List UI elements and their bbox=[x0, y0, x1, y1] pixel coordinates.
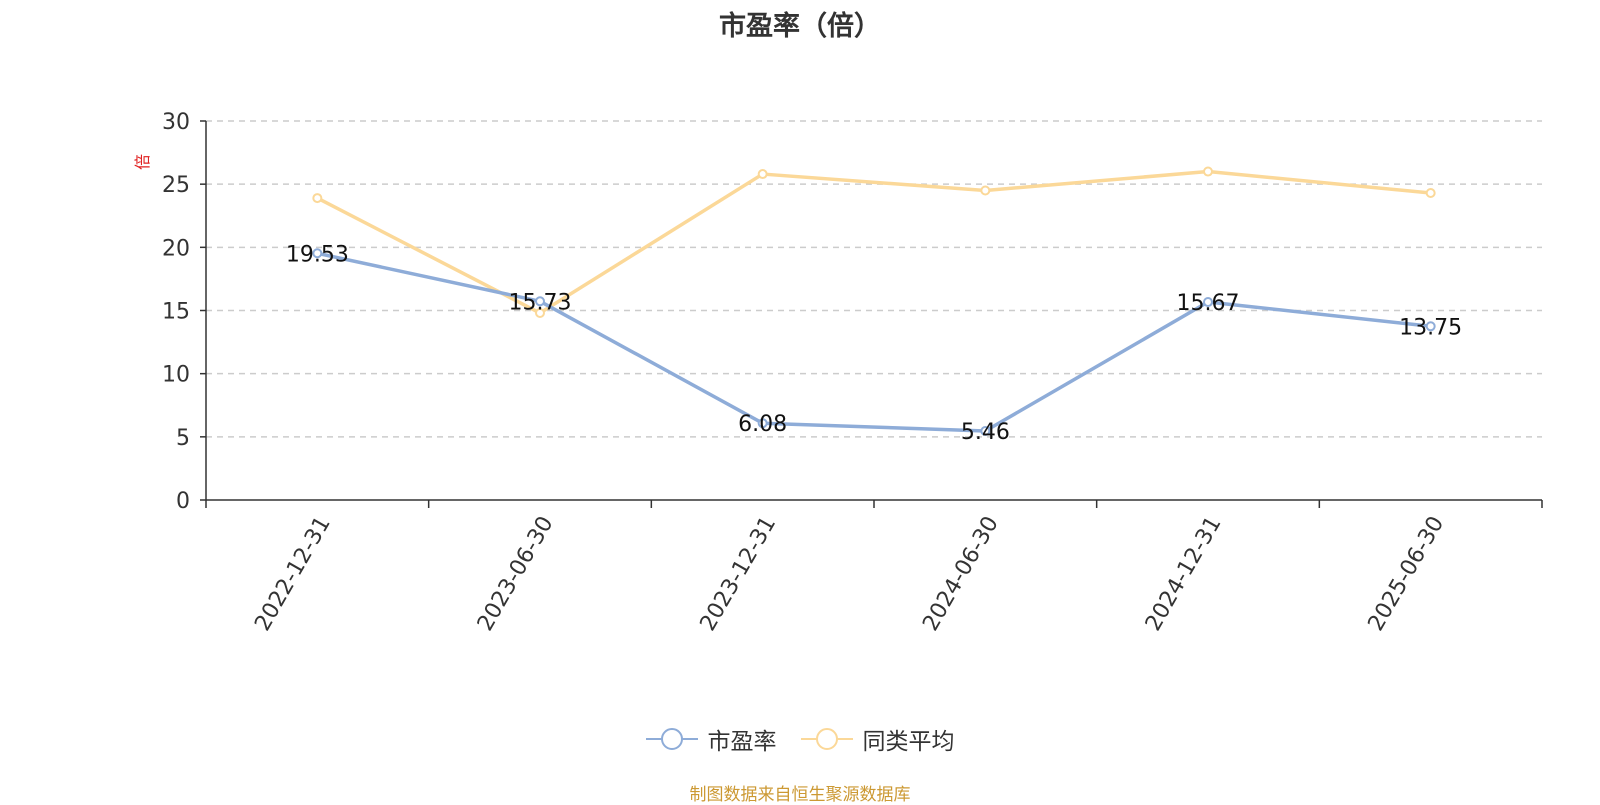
source-note: 制图数据来自恒生聚源数据库 bbox=[689, 785, 911, 805]
data-label: 5.46 bbox=[961, 420, 1010, 445]
legend: 市盈率 同类平均 bbox=[0, 722, 1600, 756]
legend-swatch-peer-average-icon bbox=[800, 728, 853, 750]
data-point-pe bbox=[757, 418, 768, 429]
x-tick-label: 2024-06-30 bbox=[918, 512, 1004, 635]
series-line-pe bbox=[316, 251, 1431, 433]
y-tick-label: 10 bbox=[162, 363, 190, 388]
data-point-pe bbox=[1203, 297, 1213, 308]
y-tick-label: 15 bbox=[162, 300, 190, 325]
data-point-peer-average bbox=[535, 308, 545, 319]
y-tick-label: 0 bbox=[176, 489, 190, 514]
legend-label-peer-average: 同类平均 bbox=[862, 729, 955, 755]
y-axis-unit-label: 倍 bbox=[133, 154, 152, 170]
series-line-peer-average bbox=[316, 169, 1431, 315]
x-tick-label: 2022-12-31 bbox=[250, 512, 336, 635]
y-tick-label: 20 bbox=[162, 236, 190, 261]
data-point-pe bbox=[980, 426, 991, 437]
data-label: 6.08 bbox=[738, 412, 787, 437]
data-label: 13.75 bbox=[1399, 315, 1462, 340]
legend-item-peer-average[interactable]: 同类平均 bbox=[800, 722, 955, 756]
data-point-pe bbox=[1425, 321, 1436, 332]
data-point-peer-average bbox=[1203, 166, 1213, 177]
x-tick-label: 2023-06-30 bbox=[473, 512, 559, 635]
data-label: 19.53 bbox=[286, 242, 349, 267]
data-point-pe bbox=[312, 248, 323, 259]
y-tick-label: 30 bbox=[162, 110, 190, 135]
x-tick-label: 2025-06-30 bbox=[1364, 512, 1450, 635]
gridlines bbox=[206, 120, 1542, 438]
data-labels: 19.53 15.73 6.08 5.46 15.67 13.75 bbox=[286, 242, 1462, 445]
x-tick-label: 2023-12-31 bbox=[696, 512, 782, 635]
data-point-peer-average bbox=[980, 185, 991, 196]
data-point-pe bbox=[535, 296, 545, 307]
chart-title: 市盈率（倍） bbox=[719, 11, 881, 42]
y-tick-label: 25 bbox=[162, 173, 190, 198]
data-label: 15.73 bbox=[509, 290, 572, 315]
y-tick-label: 5 bbox=[176, 426, 190, 451]
series bbox=[312, 166, 1436, 437]
data-label: 15.67 bbox=[1177, 291, 1240, 316]
legend-item-pe[interactable]: 市盈率 bbox=[645, 722, 777, 756]
data-point-peer-average bbox=[1425, 188, 1436, 199]
data-point-peer-average bbox=[312, 193, 323, 204]
legend-swatch-pe-icon bbox=[645, 728, 698, 750]
data-point-peer-average bbox=[757, 169, 768, 180]
legend-label-pe: 市盈率 bbox=[707, 729, 777, 755]
axes: 0 5 10 15 20 25 30 2022-12-31 2023-06-30 2023-12-… bbox=[162, 110, 1543, 635]
x-tick-label: 2024-12-31 bbox=[1141, 512, 1227, 635]
